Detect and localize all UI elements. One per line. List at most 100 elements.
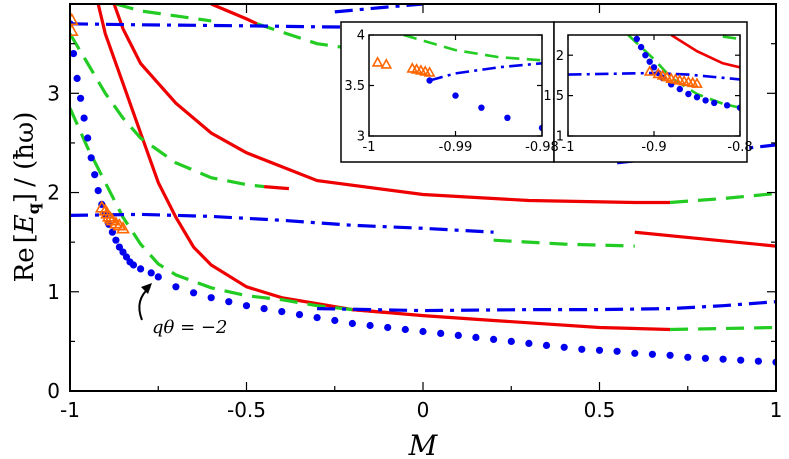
main-dot: [137, 265, 145, 273]
main-dot: [122, 253, 131, 261]
main-series-green-6: [115, 4, 212, 23]
main-dot: [754, 357, 763, 365]
inset-left-y-tick-label: 3: [357, 130, 365, 145]
main-dot: [115, 243, 123, 251]
inset-right-dot: [633, 35, 640, 43]
inset-right-triangle: [691, 77, 703, 88]
inset-right-dot: [637, 43, 645, 51]
inset-right-dot: [736, 104, 740, 111]
main-x-tick-label: 0.5: [584, 398, 616, 422]
main-x-tick-label: 1: [770, 398, 783, 422]
inset-left-x-tick-label: -0.99: [439, 140, 473, 155]
main-series-blue-2: [70, 212, 494, 234]
main-dot: [154, 273, 162, 281]
y-axis-title-prefix: Re: [10, 247, 40, 282]
main-series-red-7: [634, 230, 776, 248]
annotation-arrowhead: [141, 283, 152, 294]
main-dot: [348, 319, 356, 328]
inset-right-dot: [693, 94, 701, 101]
inset-left-x-tick-label: -0.98: [525, 140, 559, 155]
main-dot: [507, 337, 515, 345]
inset-right: -1 -0.9 -0.8 1 1.5 2: [543, 34, 753, 155]
inset-left: -1 -0.99 -0.98 3 3.5 4: [344, 29, 559, 155]
main-series-red-6: [263, 185, 290, 191]
inset-left-series-0: [403, 35, 542, 62]
inset-left-triangle: [423, 66, 436, 77]
main-dot: [595, 346, 604, 354]
main-series-red-1: [112, 4, 671, 205]
inset-left-series-1: [429, 62, 542, 82]
inset-left-plot: [371, 35, 542, 132]
inset-right-x-tick-label: -0.9: [641, 140, 666, 155]
main-dot: [70, 50, 78, 58]
inset-left-dot: [504, 114, 511, 122]
inset-right-dot: [646, 58, 653, 65]
main-triangle: [116, 221, 130, 234]
main-dot: [129, 261, 138, 269]
annotation-label: qθ = −2: [152, 317, 227, 338]
main-dot: [172, 283, 180, 291]
main-series-blue-1: [70, 22, 424, 30]
main-dot: [84, 134, 92, 142]
main-dot: [190, 289, 198, 297]
x-axis-title: M: [408, 429, 439, 459]
main-dot: [631, 349, 639, 357]
main-dot: [437, 329, 445, 337]
main-axes: -1 -0.5 0 0.5 1 0 1 2 3: [47, 4, 782, 422]
main-dot: [260, 305, 268, 313]
main-y-tick-label: 0: [47, 379, 60, 403]
main-y-tick-label: 2: [47, 181, 60, 205]
main-dot: [560, 343, 568, 351]
main-dot: [384, 323, 392, 332]
inset-right-x-tick-label: -1: [562, 140, 575, 155]
main-series-green-2: [670, 325, 776, 332]
main-series-blue-3: [317, 300, 776, 313]
main-series-red-3: [210, 4, 258, 26]
main-series-red-2: [96, 4, 671, 332]
main-dot: [91, 171, 99, 179]
main-dot: [73, 74, 81, 82]
inset-right-dot: [642, 52, 649, 59]
inset-right-dot: [702, 97, 709, 104]
main-series-green-7: [493, 238, 635, 248]
y-axis-title-sub: q: [24, 203, 43, 214]
main-dot: [490, 335, 498, 343]
main-dot: [225, 298, 233, 306]
inset-right-series-3: [568, 71, 740, 81]
inset-right-dot: [676, 85, 683, 93]
inset-right-plot: [568, 35, 740, 111]
inset-left-x-tick-label: -1: [363, 140, 376, 155]
main-triangle: [70, 23, 79, 36]
inset-left-dot: [452, 92, 459, 99]
inset-right-dot: [650, 64, 658, 71]
main-dot: [578, 345, 586, 353]
main-x-tick-label: -1: [60, 398, 80, 422]
main-x-tick-label: 0: [417, 398, 430, 422]
main-y-tick-label: 1: [47, 280, 60, 304]
main-dot: [147, 269, 155, 277]
main-dot: [542, 341, 551, 349]
main-y-tick-label: 3: [47, 81, 60, 105]
inset-left-y-tick-label: 3.5: [344, 79, 365, 94]
main-series-green-4: [70, 107, 353, 312]
y-axis-title-e: E: [10, 214, 40, 234]
main-dot: [648, 350, 657, 358]
inset-right-dot: [685, 90, 692, 98]
main-dot: [613, 347, 621, 355]
inset-left-y-tick-label: 4: [357, 29, 365, 44]
main-series-blue-5: [334, 4, 424, 14]
inset-left-triangle: [371, 56, 384, 67]
main-dot: [454, 331, 462, 339]
inset-right-series-2: [722, 35, 740, 41]
inset-left-dot: [426, 77, 433, 84]
main-dot: [331, 316, 339, 325]
inset-right-y-tick-label: 1.5: [543, 89, 564, 104]
main-dot: [737, 356, 745, 364]
main-dot: [366, 321, 374, 330]
inset-right-y-tick-label: 2: [556, 49, 564, 64]
main-dot: [278, 308, 286, 316]
inset-left-dot: [478, 104, 485, 111]
main-dot: [701, 354, 710, 362]
main-dot: [112, 236, 120, 244]
